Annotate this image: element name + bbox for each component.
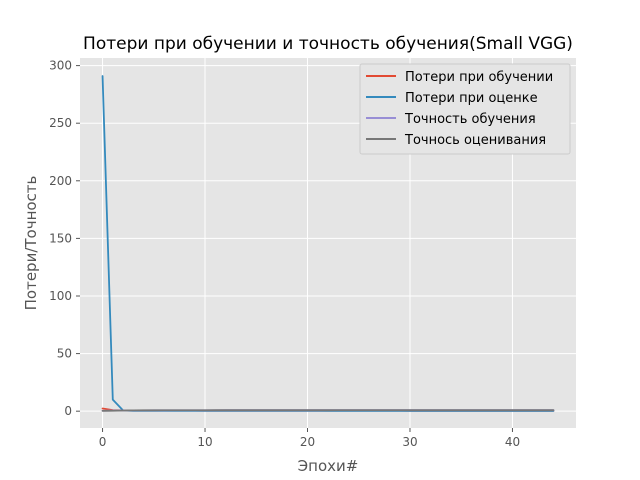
series-line-3 [101,409,555,412]
x-tick-label: 20 [300,435,315,449]
y-axis-label: Потери/Точность [22,176,40,311]
legend-box [359,63,571,155]
legend-items: Потери при обучении Потери при оценке Точн… [366,70,553,148]
legend: Потери при обучении Потери при оценке Точн… [359,63,571,155]
x-tick-label: 30 [402,435,417,449]
y-tick-label: 0 [64,404,72,418]
x-tick-label: 0 [99,435,107,449]
x-tick-label: 10 [197,435,212,449]
y-tick-label: 100 [49,289,72,303]
legend-label-2: Точность обучения [404,112,536,127]
x-axis-label: Эпохи# [298,457,359,475]
y-tick-label: 200 [49,174,72,188]
x-tick-label: 40 [505,435,520,449]
legend-label-0: Потери при обучении [405,70,553,85]
series-lines [101,75,555,412]
chart-title: Потери при обучении и точность обучения(… [83,34,573,54]
y-tick-label: 50 [57,347,72,361]
legend-label-3: Точнось оценивания [404,133,546,148]
x-axis-ticks: 0 10 20 30 40 [99,428,520,449]
y-tick-label: 250 [49,116,72,130]
y-axis-ticks: 0 50 100 150 200 250 300 [49,59,80,418]
y-tick-label: 300 [49,59,72,73]
legend-label-1: Потери при оценке [405,91,538,106]
y-tick-label: 150 [49,231,72,245]
